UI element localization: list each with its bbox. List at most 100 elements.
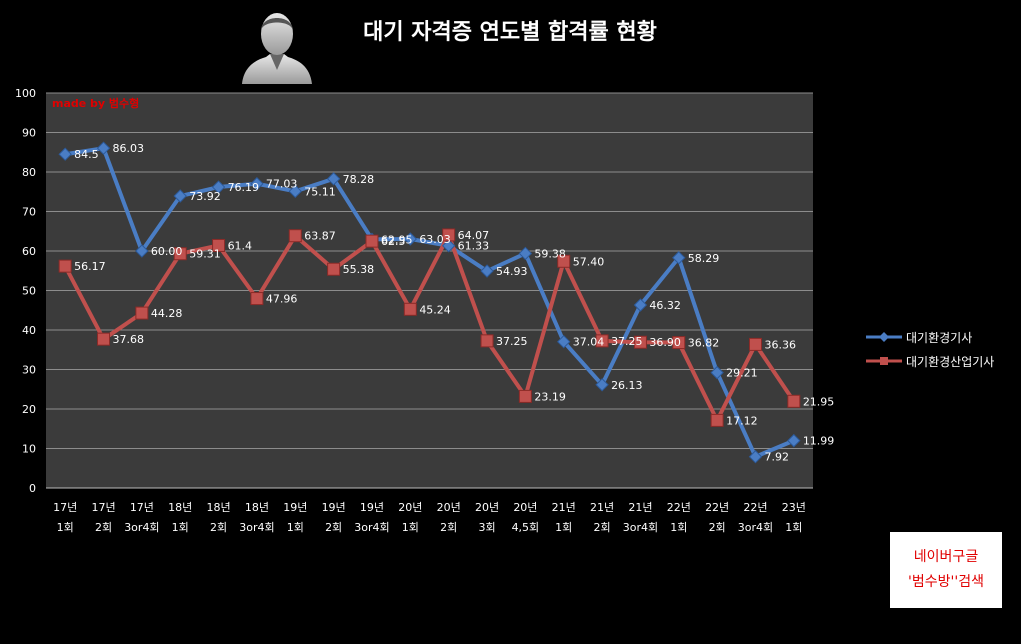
data-label: 76.19	[228, 181, 260, 194]
legend-marker-square	[866, 357, 902, 365]
data-label: 21.95	[803, 395, 835, 408]
y-tick-label: 70	[22, 206, 36, 219]
data-label: 61.33	[458, 240, 490, 253]
x-tick-label: 2회	[709, 521, 726, 534]
data-label: 29.21	[726, 367, 758, 380]
data-label: 62.95	[381, 233, 413, 246]
data-label: 62.5	[381, 235, 406, 248]
data-label: 78.28	[343, 173, 375, 186]
data-point-square	[173, 247, 187, 261]
data-labels: 84.5 86.03 60.00 73.92 76.19 77.03 75.11 78.28 6…	[74, 142, 834, 464]
data-point-square	[595, 334, 609, 348]
y-tick-label: 10	[22, 443, 36, 456]
data-point-square	[518, 389, 532, 403]
data-label: 55.38	[343, 263, 375, 276]
data-label: 11.99	[803, 435, 835, 448]
x-tick-label: 1회	[287, 521, 304, 534]
data-label: 37.68	[113, 333, 144, 346]
data-point-diamond	[250, 177, 264, 191]
x-tick-label: 1회	[57, 521, 74, 534]
x-tick-label: 1회	[670, 521, 687, 534]
x-tick-label: 22년	[705, 501, 729, 514]
x-tick-label: 1회	[785, 521, 802, 534]
data-label: 60.00	[151, 245, 183, 258]
x-tick-label: 3or4회	[354, 521, 389, 534]
legend-label: 대기환경기사	[906, 330, 973, 345]
data-point-diamond	[748, 450, 763, 464]
y-tick-label: 0	[29, 482, 36, 495]
legend-item-series-2: 대기환경산업기사	[866, 349, 994, 373]
x-axis: 17년 1회 17년 2회 17년 3or4회 18년 1회 18년 2회 18년 3or4회 19년 1…	[53, 501, 806, 534]
data-point-diamond	[135, 244, 149, 258]
data-label: 36.90	[649, 336, 681, 349]
data-label: 86.03	[113, 142, 144, 155]
legend: 대기환경기사 대기환경산업기사	[866, 325, 994, 373]
data-point-diamond	[480, 264, 494, 278]
x-tick-label: 18년	[168, 501, 192, 514]
data-point-square	[710, 413, 724, 427]
data-point-square	[442, 228, 456, 242]
legend-label: 대기환경산업기사	[906, 354, 995, 369]
data-point-square	[787, 394, 801, 408]
data-label: 56.17	[74, 260, 106, 273]
data-label: 37.25	[611, 335, 643, 348]
x-tick-label: 20년	[513, 501, 537, 514]
data-point-square	[480, 334, 494, 348]
data-point-diamond	[633, 298, 648, 312]
badge-line-1: 네이버구글	[913, 549, 979, 565]
person-silhouette-icon	[242, 13, 312, 84]
data-point-diamond	[787, 433, 801, 448]
y-tick-label: 90	[22, 127, 36, 140]
y-tick-label: 30	[22, 364, 36, 377]
data-point-diamond	[326, 172, 341, 186]
search-badge: 네이버구글 '범수방''검색	[890, 532, 1002, 608]
data-label: 44.28	[151, 307, 183, 320]
x-tick-label: 20년	[398, 501, 422, 514]
data-point-diamond	[58, 147, 72, 161]
data-point-diamond	[710, 365, 724, 380]
data-label: 64.07	[458, 229, 490, 242]
data-label: 73.92	[189, 190, 221, 203]
y-tick-label: 20	[22, 403, 36, 416]
data-point-square	[327, 262, 341, 276]
series-markers	[58, 141, 801, 464]
x-tick-label: 1회	[555, 521, 572, 534]
x-tick-label: 2회	[210, 521, 227, 534]
legend-marker-diamond	[866, 332, 902, 342]
y-axis: 0 10 20 30 40 50 60 70 80 90 100	[15, 87, 813, 495]
data-label: 59.38	[534, 247, 566, 260]
data-label: 36.36	[764, 338, 796, 351]
data-label: 59.31	[189, 248, 221, 261]
watermark-text: made by 범수형	[52, 97, 140, 110]
data-label: 61.4	[228, 239, 253, 252]
badge-line-2: '범수방''검색	[908, 574, 984, 590]
data-label: 23.19	[534, 390, 566, 403]
data-point-diamond	[288, 184, 302, 199]
data-point-diamond	[441, 239, 456, 253]
x-tick-label: 18년	[245, 501, 269, 514]
x-tick-label: 22년	[743, 501, 767, 514]
data-label: 45.24	[419, 303, 451, 316]
x-tick-label: 3or4회	[623, 521, 658, 534]
data-point-square	[672, 336, 686, 350]
data-label: 84.5	[74, 148, 99, 161]
y-tick-label: 60	[22, 245, 36, 258]
data-label: 36.82	[688, 337, 720, 350]
data-point-square	[403, 302, 417, 316]
data-point-square	[212, 238, 226, 252]
x-tick-label: 19년	[283, 501, 307, 514]
x-tick-label: 18년	[207, 501, 231, 514]
data-point-square	[633, 335, 647, 349]
data-label: 26.13	[611, 379, 643, 392]
data-point-square	[365, 234, 379, 248]
x-tick-label: 2회	[95, 521, 112, 534]
data-label: 7.92	[764, 451, 789, 464]
data-label: 57.40	[573, 255, 605, 268]
data-point-square	[250, 292, 264, 306]
data-point-diamond	[672, 251, 686, 265]
x-tick-label: 20년	[437, 501, 461, 514]
data-point-diamond	[403, 232, 418, 246]
x-tick-label: 3or4회	[124, 521, 159, 534]
chart-title: 대기 자격증 연도별 합격률 현황	[363, 20, 657, 45]
